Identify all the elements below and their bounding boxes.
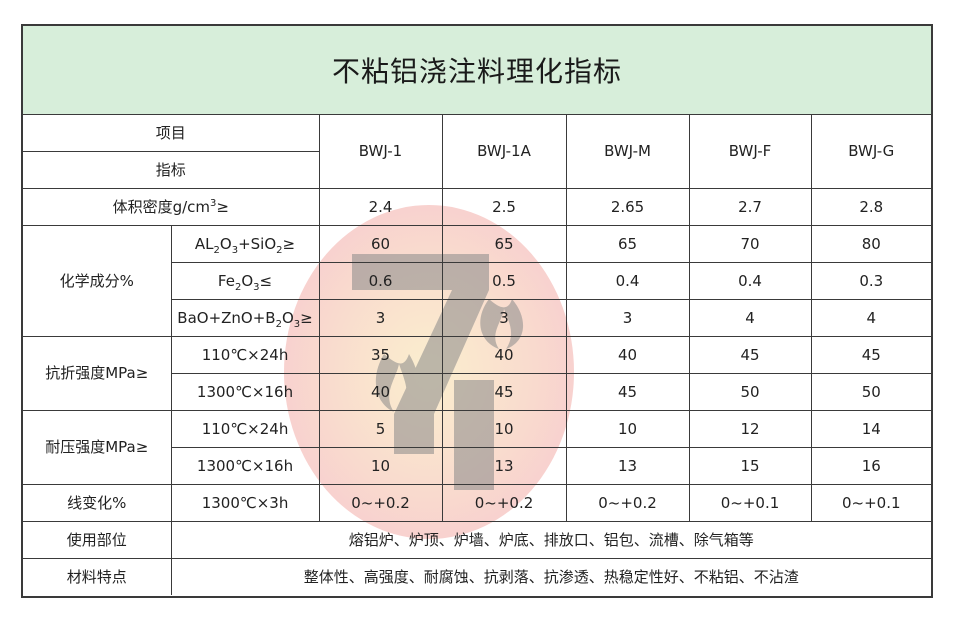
condition-label: 1300℃×3h: [170, 484, 320, 522]
value-cell: 3: [565, 299, 690, 337]
value-cell: 45: [441, 373, 567, 411]
value-cell: 2.7: [688, 188, 812, 226]
chem-group-label: 化学成分%: [23, 225, 172, 337]
features-text: 整体性、高强度、耐腐蚀、抗剥落、抗渗透、热稳定性好、不粘铝、不沾渣: [170, 558, 932, 595]
grade-header: BWJ-1: [318, 115, 443, 189]
al2o3-label: AL2O3+SiO2≥: [170, 225, 320, 263]
value-cell: 45: [810, 336, 932, 374]
value-cell: 50: [810, 373, 932, 411]
value-cell: 10: [565, 410, 690, 448]
value-cell: 60: [318, 225, 443, 263]
header-row-1: 项目 BWJ-1 BWJ-1A BWJ-M BWJ-F BWJ-G: [23, 115, 932, 189]
value-cell: 2.65: [565, 188, 690, 226]
value-cell: 45: [565, 373, 690, 411]
value-cell: 16: [810, 447, 932, 485]
value-cell: 40: [318, 373, 443, 411]
table-row: 使用部位 熔铝炉、炉顶、炉墙、炉底、排放口、铝包、流槽、除气箱等: [23, 521, 932, 559]
value-cell: 80: [810, 225, 932, 263]
table-title: 不粘铝浇注料理化指标: [23, 26, 931, 115]
linear-group-label: 线变化%: [23, 484, 172, 522]
value-cell: 2.4: [318, 188, 443, 226]
header-index-cell: 指标: [23, 151, 320, 189]
value-cell: 13: [565, 447, 690, 485]
grade-header: BWJ-F: [688, 115, 812, 189]
value-cell: 0.3: [810, 262, 932, 300]
properties-table: 项目 BWJ-1 BWJ-1A BWJ-M BWJ-F BWJ-G 指标 体积密…: [23, 115, 932, 595]
value-cell: 0~+0.1: [688, 484, 812, 522]
value-cell: 0~+0.1: [810, 484, 932, 522]
value-cell: 65: [441, 225, 567, 263]
value-cell: 2.8: [810, 188, 932, 226]
value-cell: 14: [810, 410, 932, 448]
value-cell: 0.6: [318, 262, 443, 300]
value-cell: 5: [318, 410, 443, 448]
value-cell: 0~+0.2: [441, 484, 567, 522]
value-cell: 3: [318, 299, 443, 337]
value-cell: 35: [318, 336, 443, 374]
table-row: 线变化% 1300℃×3h 0~+0.2 0~+0.2 0~+0.2 0~+0.…: [23, 484, 932, 522]
condition-label: 110℃×24h: [170, 410, 320, 448]
table-row: 化学成分% AL2O3+SiO2≥ 60 65 65 70 80: [23, 225, 932, 337]
value-cell: 10: [318, 447, 443, 485]
value-cell: 13: [441, 447, 567, 485]
value-cell: 15: [688, 447, 812, 485]
fe2o3-label: Fe2O3≤: [171, 262, 320, 300]
table-row: 体积密度g/cm3≥ 2.4 2.5 2.65 2.7 2.8: [23, 188, 932, 226]
spec-sheet: 不粘铝浇注料理化指标 项目 BWJ-1 BW: [21, 24, 933, 598]
value-cell: 2.5: [441, 188, 567, 226]
usage-label: 使用部位: [23, 521, 172, 559]
compressive-group-label: 耐压强度MPa≥: [23, 410, 172, 485]
table-row: 材料特点 整体性、高强度、耐腐蚀、抗剥落、抗渗透、热稳定性好、不粘铝、不沾渣: [23, 558, 932, 595]
value-cell: 0~+0.2: [565, 484, 690, 522]
value-cell: 10: [441, 410, 567, 448]
table-row: 耐压强度MPa≥ 110℃×24h 5 10 10 12 14: [23, 410, 932, 485]
value-cell: 70: [688, 225, 812, 263]
value-cell: 0.4: [565, 262, 690, 300]
value-cell: 50: [688, 373, 812, 411]
value-cell: 4: [810, 299, 932, 337]
grade-header: BWJ-M: [565, 115, 690, 189]
features-label: 材料特点: [23, 558, 172, 595]
value-cell: 4: [688, 299, 812, 337]
condition-label: 1300℃×16h: [171, 373, 320, 411]
value-cell: 40: [441, 336, 567, 374]
flexural-group-label: 抗折强度MPa≥: [23, 336, 172, 411]
bao-label: BaO+ZnO+B2O3≥: [171, 299, 320, 337]
grade-header: BWJ-G: [810, 115, 932, 189]
value-cell: 40: [565, 336, 690, 374]
value-cell: 0~+0.2: [318, 484, 443, 522]
value-cell: 12: [688, 410, 812, 448]
value-cell: 3: [441, 299, 567, 337]
value-cell: 0.5: [441, 262, 567, 300]
header-row-2: 指标: [23, 151, 931, 189]
bulk-density-label: 体积密度g/cm3≥: [23, 188, 320, 226]
usage-text: 熔铝炉、炉顶、炉墙、炉底、排放口、铝包、流槽、除气箱等: [170, 521, 932, 559]
value-cell: 45: [688, 336, 812, 374]
condition-label: 1300℃×16h: [171, 447, 320, 485]
condition-label: 110℃×24h: [170, 336, 320, 374]
grade-header: BWJ-1A: [441, 115, 567, 189]
value-cell: 0.4: [688, 262, 812, 300]
value-cell: 65: [565, 225, 690, 263]
table-row: 抗折强度MPa≥ 110℃×24h 35 40 40 45 45: [23, 336, 932, 411]
header-item-cell: 项目: [23, 115, 320, 152]
